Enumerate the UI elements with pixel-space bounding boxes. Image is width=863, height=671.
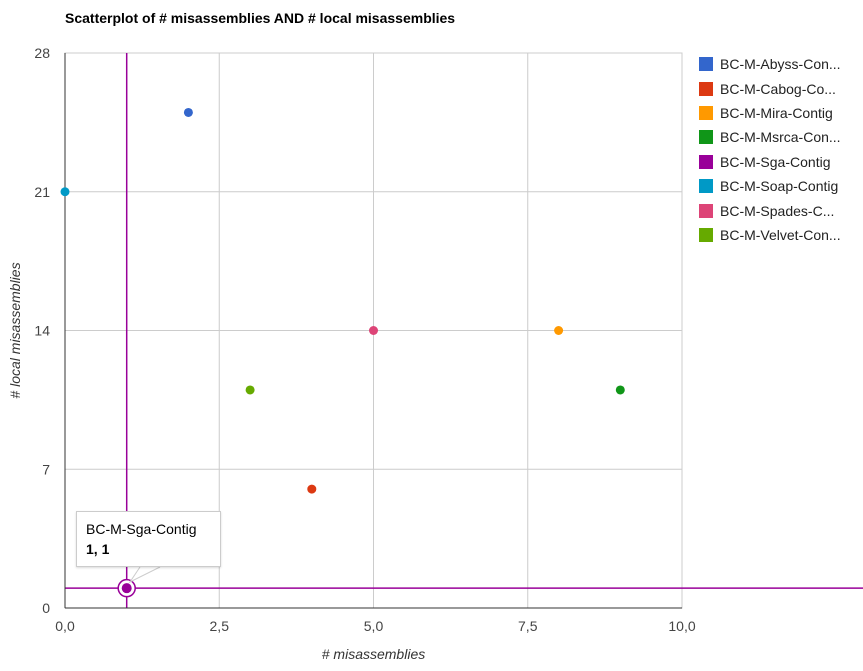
x-tick-label: 0,0 — [55, 618, 75, 634]
legend-swatch — [699, 130, 713, 145]
tooltip-value: 1, 1 — [86, 541, 110, 557]
legend-label: BC-M-Cabog-Co... — [720, 80, 836, 97]
data-point — [245, 385, 255, 395]
data-point — [121, 583, 132, 594]
legend-item[interactable]: BC-M-Abyss-Con... — [699, 52, 841, 76]
legend-swatch — [699, 179, 713, 194]
x-tick-label: 2,5 — [210, 618, 230, 634]
data-point — [307, 484, 317, 494]
data-point — [554, 326, 564, 335]
x-tick-label: 5,0 — [364, 618, 384, 634]
legend-item[interactable]: BC-M-Mira-Contig — [699, 101, 841, 125]
legend-swatch — [699, 227, 713, 242]
legend-item[interactable]: BC-M-Spades-C... — [699, 198, 841, 222]
y-tick-label: 28 — [34, 45, 50, 61]
legend-item[interactable]: BC-M-Velvet-Con... — [699, 223, 841, 247]
legend-item[interactable]: BC-M-Soap-Contig — [699, 174, 841, 198]
legend-label: BC-M-Mira-Contig — [720, 104, 833, 121]
tooltip-pointer — [128, 566, 161, 584]
legend-swatch — [699, 81, 713, 96]
legend-swatch — [699, 57, 713, 72]
data-point — [615, 385, 625, 395]
legend-swatch — [699, 203, 713, 218]
legend-label: BC-M-Abyss-Con... — [720, 56, 841, 73]
y-tick-label: 14 — [34, 323, 50, 339]
legend-item[interactable]: BC-M-Sga-Contig — [699, 150, 841, 174]
legend-swatch — [699, 154, 713, 169]
chart-title: Scatterplot of # misassemblies AND # loc… — [65, 10, 455, 26]
tooltip-series-name: BC-M-Sga-Contig — [86, 521, 197, 537]
data-point — [369, 326, 378, 335]
y-tick-label: 21 — [34, 184, 50, 200]
legend-label: BC-M-Soap-Contig — [720, 178, 839, 195]
x-axis-label: # misassemblies — [322, 646, 425, 662]
y-tick-label: 7 — [42, 461, 50, 477]
legend-label: BC-M-Sga-Contig — [720, 153, 831, 170]
data-point — [183, 107, 193, 117]
legend-item[interactable]: BC-M-Msrca-Con... — [699, 125, 841, 149]
y-tick-label: 0 — [42, 600, 50, 616]
legend: BC-M-Abyss-Con... BC-M-Cabog-Co... BC-M-Mi… — [699, 52, 841, 247]
data-point — [60, 187, 70, 197]
legend-label: BC-M-Spades-C... — [720, 202, 835, 219]
legend-label: BC-M-Velvet-Con... — [720, 226, 841, 243]
legend-label: BC-M-Msrca-Con... — [720, 129, 841, 146]
y-axis-label: # local misassemblies — [7, 262, 23, 398]
x-tick-label: 7,5 — [518, 618, 538, 634]
x-tick-label: 10,0 — [668, 618, 695, 634]
legend-item[interactable]: BC-M-Cabog-Co... — [699, 76, 841, 100]
legend-swatch — [699, 105, 713, 120]
tooltip: BC-M-Sga-Contig 1, 1 — [76, 511, 221, 567]
